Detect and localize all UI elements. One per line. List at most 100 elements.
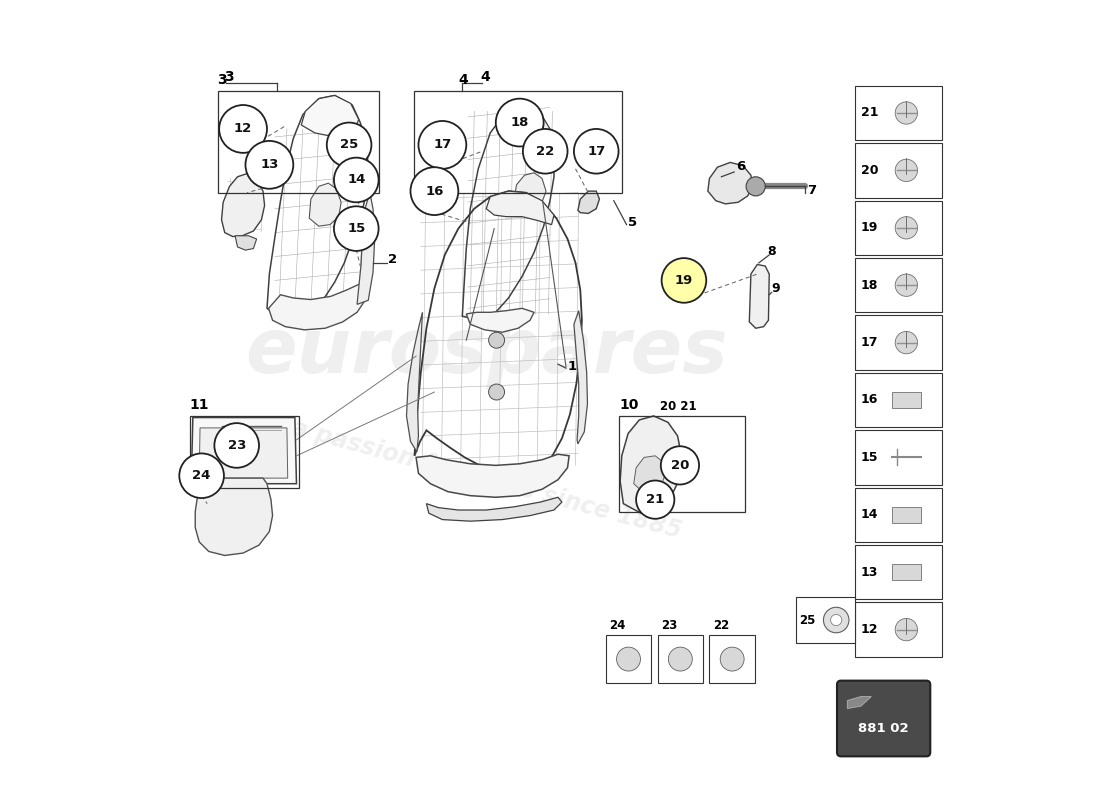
Polygon shape xyxy=(892,564,921,580)
Text: 21: 21 xyxy=(861,106,879,119)
Polygon shape xyxy=(407,312,422,452)
Text: 23: 23 xyxy=(228,439,246,452)
Bar xyxy=(855,488,943,542)
Circle shape xyxy=(410,167,459,215)
Text: 14: 14 xyxy=(348,174,365,186)
Text: eurospares: eurospares xyxy=(245,315,727,389)
Polygon shape xyxy=(427,498,562,521)
Text: 15: 15 xyxy=(861,451,879,464)
Polygon shape xyxy=(892,507,921,522)
Polygon shape xyxy=(847,697,871,709)
Text: 19: 19 xyxy=(861,222,878,234)
Circle shape xyxy=(669,647,692,671)
Text: 17: 17 xyxy=(861,336,879,349)
Bar xyxy=(855,258,943,312)
Polygon shape xyxy=(195,478,273,555)
Circle shape xyxy=(617,647,640,671)
FancyBboxPatch shape xyxy=(837,681,931,756)
Bar xyxy=(189,416,299,488)
Polygon shape xyxy=(466,308,535,332)
Text: a passion for parts since 1885: a passion for parts since 1885 xyxy=(288,416,684,543)
Text: 6: 6 xyxy=(736,160,745,174)
Text: 22: 22 xyxy=(536,145,554,158)
Circle shape xyxy=(488,332,505,348)
Bar xyxy=(855,143,943,198)
Text: 15: 15 xyxy=(348,222,365,235)
Circle shape xyxy=(327,122,372,167)
Bar xyxy=(855,201,943,255)
Text: 2: 2 xyxy=(388,253,397,266)
Bar xyxy=(658,635,703,683)
Text: 18: 18 xyxy=(510,116,529,129)
Circle shape xyxy=(830,614,842,626)
Bar xyxy=(855,602,943,657)
Bar xyxy=(710,635,755,683)
Text: 18: 18 xyxy=(861,278,878,292)
Text: 25: 25 xyxy=(799,614,815,626)
Text: 12: 12 xyxy=(861,623,879,636)
Text: 17: 17 xyxy=(587,145,605,158)
Circle shape xyxy=(496,98,543,146)
Circle shape xyxy=(895,102,917,124)
Text: 17: 17 xyxy=(433,138,451,151)
Circle shape xyxy=(214,423,258,468)
Circle shape xyxy=(895,159,917,182)
Circle shape xyxy=(334,158,378,202)
Text: 24: 24 xyxy=(609,619,626,632)
Text: 4: 4 xyxy=(481,70,491,84)
Polygon shape xyxy=(199,428,288,478)
Polygon shape xyxy=(268,285,366,330)
Circle shape xyxy=(522,129,568,174)
Polygon shape xyxy=(358,193,375,304)
Text: 22: 22 xyxy=(713,619,729,632)
Text: 19: 19 xyxy=(674,274,693,287)
Circle shape xyxy=(488,384,505,400)
Text: 4: 4 xyxy=(459,73,469,86)
Circle shape xyxy=(895,618,917,641)
Circle shape xyxy=(179,454,224,498)
Text: 13: 13 xyxy=(861,566,878,578)
Circle shape xyxy=(746,177,766,196)
Bar xyxy=(855,430,943,485)
Circle shape xyxy=(661,446,700,485)
Text: 8: 8 xyxy=(768,245,777,258)
Text: 11: 11 xyxy=(189,398,209,412)
Polygon shape xyxy=(309,183,341,226)
Polygon shape xyxy=(416,454,569,498)
Bar xyxy=(855,315,943,370)
Polygon shape xyxy=(301,95,359,135)
Text: 881 02: 881 02 xyxy=(858,722,909,735)
Text: 20: 20 xyxy=(671,459,689,472)
Polygon shape xyxy=(574,310,587,444)
Polygon shape xyxy=(749,265,769,328)
Text: 20 21: 20 21 xyxy=(660,399,696,413)
Bar xyxy=(855,86,943,140)
Bar xyxy=(415,90,621,193)
Text: 10: 10 xyxy=(619,398,639,412)
Text: 16: 16 xyxy=(861,394,878,406)
Circle shape xyxy=(636,481,674,518)
Text: 24: 24 xyxy=(192,470,211,482)
Circle shape xyxy=(720,647,744,671)
Text: 5: 5 xyxy=(628,216,637,230)
Polygon shape xyxy=(708,162,752,204)
Bar xyxy=(218,90,378,193)
Polygon shape xyxy=(221,174,265,237)
Polygon shape xyxy=(620,416,682,514)
Text: 3: 3 xyxy=(224,70,233,84)
Polygon shape xyxy=(486,191,554,225)
Text: 1: 1 xyxy=(568,360,576,373)
Polygon shape xyxy=(892,392,921,408)
Text: 7: 7 xyxy=(806,184,816,198)
Polygon shape xyxy=(191,418,297,484)
Circle shape xyxy=(245,141,294,189)
Text: 21: 21 xyxy=(646,493,664,506)
Circle shape xyxy=(895,331,917,354)
Polygon shape xyxy=(634,456,665,491)
Text: 12: 12 xyxy=(234,122,252,135)
Text: 14: 14 xyxy=(861,508,879,522)
Text: 16: 16 xyxy=(426,185,443,198)
Circle shape xyxy=(895,274,917,296)
Text: 23: 23 xyxy=(661,619,678,632)
Polygon shape xyxy=(578,191,600,214)
